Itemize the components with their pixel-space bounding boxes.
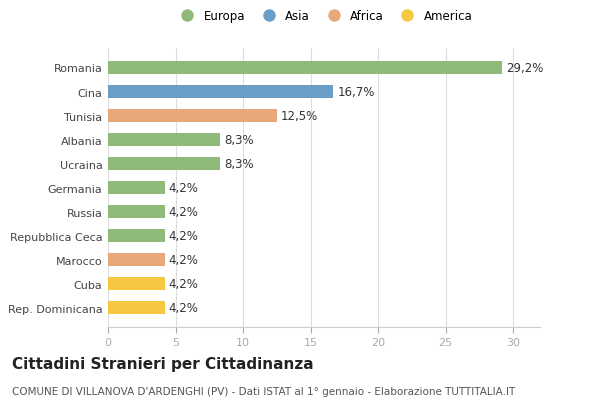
Text: COMUNE DI VILLANOVA D'ARDENGHI (PV) - Dati ISTAT al 1° gennaio - Elaborazione TU: COMUNE DI VILLANOVA D'ARDENGHI (PV) - Da… xyxy=(12,387,515,396)
Bar xyxy=(108,62,502,75)
Text: 8,3%: 8,3% xyxy=(224,158,254,171)
Text: 16,7%: 16,7% xyxy=(337,86,375,99)
Bar xyxy=(108,205,164,219)
Legend: Europa, Asia, Africa, America: Europa, Asia, Africa, America xyxy=(170,5,478,27)
Bar xyxy=(108,157,220,171)
Bar xyxy=(108,229,164,243)
Text: 4,2%: 4,2% xyxy=(169,301,199,315)
Text: 4,2%: 4,2% xyxy=(169,254,199,267)
Bar xyxy=(108,254,164,267)
Text: 4,2%: 4,2% xyxy=(169,278,199,290)
Bar xyxy=(108,277,164,290)
Text: 4,2%: 4,2% xyxy=(169,182,199,195)
Bar xyxy=(108,134,220,147)
Text: 4,2%: 4,2% xyxy=(169,229,199,243)
Bar xyxy=(108,182,164,195)
Text: 12,5%: 12,5% xyxy=(281,110,318,123)
Text: 4,2%: 4,2% xyxy=(169,206,199,218)
Text: 29,2%: 29,2% xyxy=(506,62,544,75)
Bar xyxy=(108,110,277,123)
Bar xyxy=(108,301,164,315)
Text: Cittadini Stranieri per Cittadinanza: Cittadini Stranieri per Cittadinanza xyxy=(12,356,314,371)
Bar xyxy=(108,86,334,99)
Text: 8,3%: 8,3% xyxy=(224,134,254,147)
